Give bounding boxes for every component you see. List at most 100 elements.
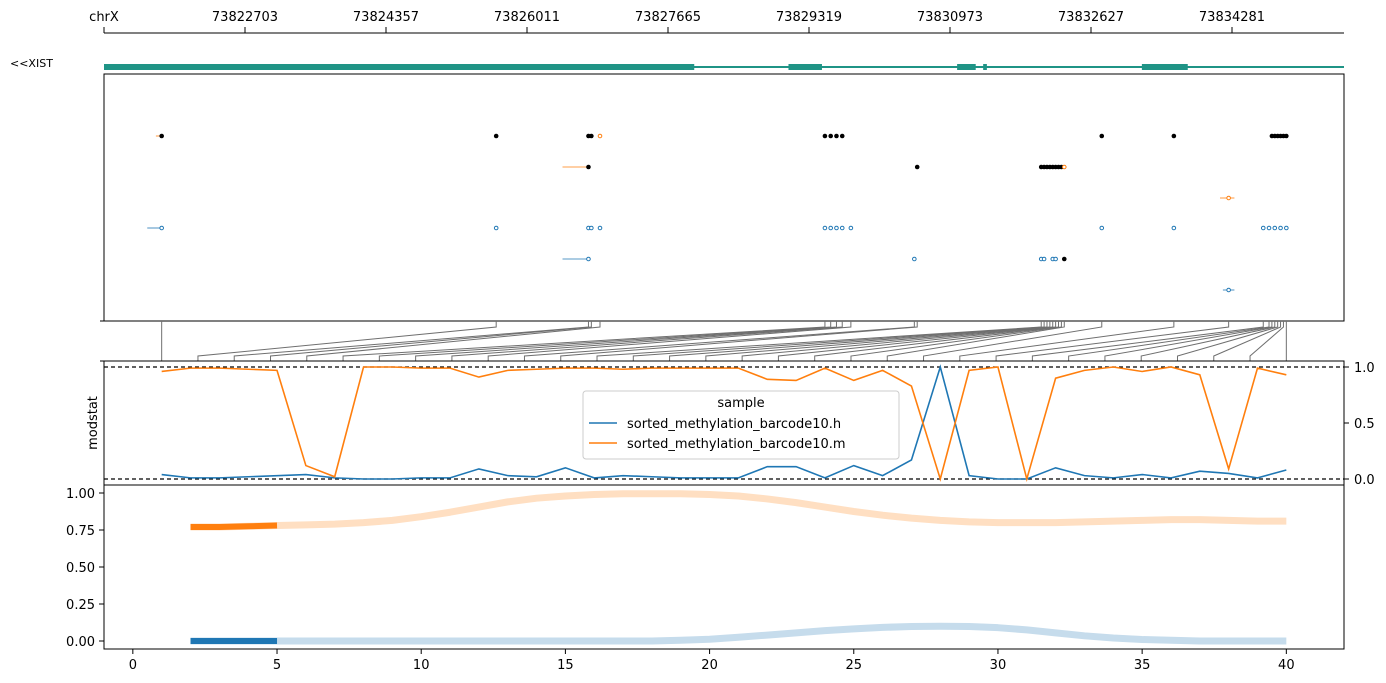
smoothed-xtick-label: 10 [413,658,430,673]
connector-line [306,321,601,361]
read-point [493,133,499,139]
smoothed-frame [103,484,1345,650]
legend-entry: sorted_methylation_barcode10.h [627,417,841,432]
legend-title: sample [717,396,764,411]
gene-track: chrX 73822703 73824357 73826011 73827665 7382… [10,10,1344,70]
modstat-panel: 0.0 0.5 1.0 modstat sample sorted_methylation… [86,360,1375,488]
read-point [834,133,839,139]
connector-line [415,321,837,361]
chrom-label: chrX [89,10,119,25]
modstat-ytick-label: 1.0 [1354,361,1375,376]
connector-line [451,321,843,361]
connector-line [487,321,852,361]
smoothed-panel: 0.00 0.25 0.50 0.75 1.00 0 5 10 15 20 25 30 35 40 [66,484,1345,673]
read-point [828,133,833,139]
legend-box [582,390,900,460]
read-point [1284,133,1289,139]
smoothed-xtick-label: 15 [557,658,574,673]
read-point [1061,256,1067,262]
genomic-tick-label: 73824357 [353,10,419,25]
connector-line [705,321,1051,361]
read-point [589,225,594,231]
smoothed-xtick-label: 30 [990,658,1007,673]
smoothed-band [190,490,1287,531]
read-point [1260,225,1266,231]
gene-exon [1141,64,1188,70]
modstat-ylabel: modstat [86,396,101,450]
connector-line [197,321,497,361]
genomic-tick-label: 73826011 [494,10,560,25]
read-point [1171,133,1177,139]
connector-line [741,321,1054,361]
connector-line [560,321,918,361]
read-point [1284,225,1289,231]
connector-line [378,321,832,361]
smoothed-ytick-label: 0.00 [66,635,95,650]
read-point [914,164,920,170]
smoothed-highlight [190,522,278,531]
read-track [103,73,1345,322]
gene-exon [104,64,695,70]
genomic-tick-label: 73830973 [917,10,983,25]
genomic-tick-label: 73827665 [635,10,701,25]
read-point [597,133,603,139]
connector-line [886,321,1065,361]
connector-line [923,321,1103,361]
connector-line [270,321,592,361]
smoothed-xtick-label: 40 [1278,658,1295,673]
read-point [597,225,603,231]
read-point [839,225,845,231]
connector-line [1031,321,1264,361]
smoothed-xtick-label: 35 [1134,658,1151,673]
genomic-tick-label: 73822703 [212,10,278,25]
connector-line [632,321,1045,361]
read-point [839,133,845,139]
connector-line [523,321,915,361]
connector-line [850,321,1062,361]
read-point [1266,225,1272,231]
connector-line [669,321,1048,361]
modstat-ytick-label: 0.0 [1354,473,1375,488]
read-point [848,225,854,231]
smoothed-xtick-label: 25 [845,658,862,673]
read-point [1226,287,1231,293]
gene-exon [957,64,976,70]
connector-line [233,321,589,361]
smoothed-band [190,622,1287,645]
read-panel-frame [103,73,1345,322]
read-point [834,225,839,231]
gene-label: <<XIST [10,57,53,70]
connector-line [596,321,1042,361]
gene-exon [983,64,987,70]
series-line [161,364,1287,480]
connector-line [1249,321,1284,361]
legend-entry: sorted_methylation_barcode10.m [627,437,846,452]
read-point [159,133,164,139]
genomic-tick-label: 73832627 [1058,10,1124,25]
read-point [822,133,828,139]
connector-track [100,320,1344,362]
connector-line [959,321,1175,361]
read-point [159,225,164,231]
read-point [1226,195,1231,201]
read-point [586,256,591,262]
connector-line [995,321,1230,361]
connector-line [777,321,1057,361]
read-point [1278,225,1283,231]
series-line [161,366,1287,483]
modstat-ytick-label: 0.5 [1354,417,1375,432]
smoothed-ytick-label: 0.25 [66,598,95,613]
smoothed-ytick-label: 0.75 [66,524,95,539]
smoothed-xtick-label: 0 [129,658,137,673]
read-point [493,225,499,231]
read-point [912,256,917,262]
connector-line [1140,321,1276,361]
genomic-tick-label: 73834281 [1199,10,1265,25]
read-point [586,164,591,170]
read-point [1041,256,1047,262]
smoothed-xtick-label: 5 [273,658,281,673]
connector-line [814,321,1060,361]
smoothed-xtick-label: 20 [701,658,718,673]
